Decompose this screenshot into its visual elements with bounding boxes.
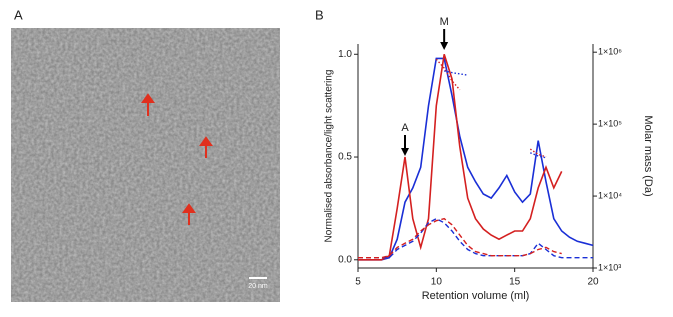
series-line (358, 57, 594, 261)
annotation: M (440, 16, 449, 28)
y-tick-label: 0.5 (338, 152, 352, 163)
y2-tick-label: 1×10⁴ (598, 190, 622, 200)
series-line (444, 70, 547, 159)
annotation: A (401, 122, 409, 134)
micrograph (11, 28, 280, 302)
y2-tick-label: 1×10³ (598, 262, 621, 272)
panel-label: A (14, 7, 23, 22)
series-line (358, 217, 562, 259)
x-tick-label: 20 (587, 277, 599, 288)
x-tick-label: 15 (509, 277, 521, 288)
y-tick-label: 0.0 (338, 254, 352, 265)
y2-tick-label: 1×10⁵ (598, 119, 622, 129)
series-line (358, 217, 593, 259)
annotation-arrowhead (401, 148, 409, 156)
scale-bar-label: 20 nm (248, 283, 268, 290)
annotation-arrowhead (440, 42, 449, 50)
panel-label: B (315, 7, 324, 22)
series-line (435, 58, 547, 158)
y-axis-title: Normalised absorbance/light scattering (324, 70, 335, 243)
series-line (358, 54, 563, 261)
x-axis-title: Retention volume (ml) (422, 290, 530, 302)
x-tick-label: 5 (355, 277, 361, 288)
x-tick-label: 10 (431, 277, 443, 288)
y2-axis-title: Molar mass (Da) (642, 115, 654, 196)
y2-tick-label: 1×10⁶ (598, 47, 622, 57)
y-tick-label: 1.0 (338, 49, 352, 60)
